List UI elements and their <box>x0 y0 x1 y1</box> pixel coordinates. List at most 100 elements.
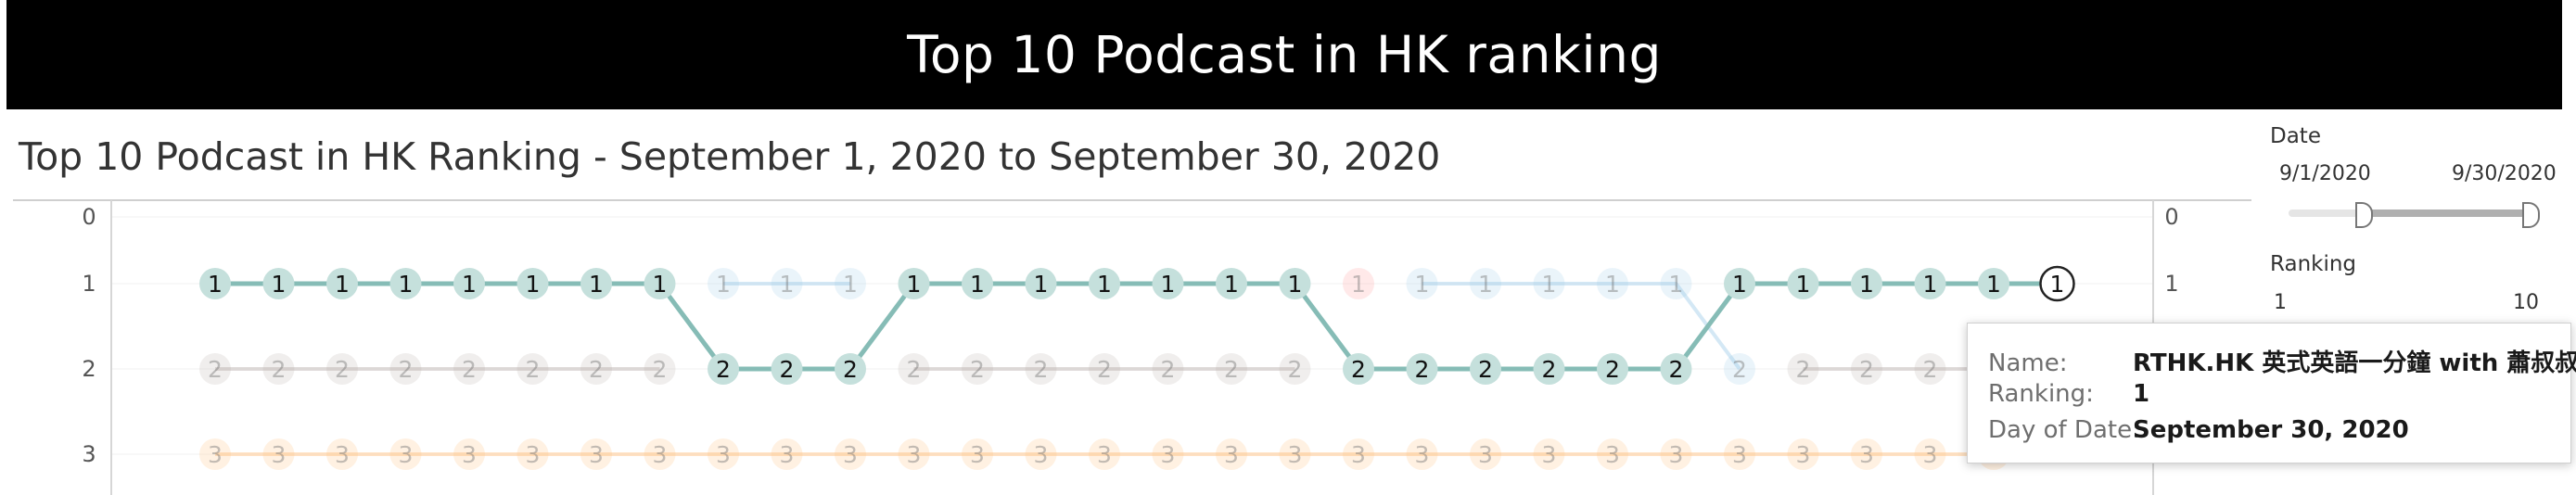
data-point <box>262 438 295 470</box>
date-slider-end-handle[interactable] <box>2522 202 2540 228</box>
series-line <box>1422 282 1741 371</box>
data-point <box>1152 268 1184 299</box>
data-point <box>1724 268 1755 299</box>
data-label: 3 <box>526 441 541 468</box>
data-label: 1 <box>1859 271 1874 298</box>
data-label: 3 <box>1669 441 1684 468</box>
data-label: 2 <box>589 356 604 383</box>
data-point <box>1216 438 1247 470</box>
data-point <box>326 438 358 470</box>
data-label: 1 <box>1796 271 1811 298</box>
data-point <box>1089 438 1120 470</box>
data-label: 3 <box>589 441 604 468</box>
data-label: 3 <box>1288 441 1303 468</box>
data-label: 1 <box>272 271 287 298</box>
data-point <box>1597 268 1628 299</box>
data-label: 2 <box>462 356 477 383</box>
data-label: 3 <box>843 441 858 468</box>
data-label: 2 <box>1034 356 1049 383</box>
data-point <box>1533 353 1565 385</box>
data-label: 2 <box>1542 356 1557 383</box>
data-label: 3 <box>907 441 922 468</box>
data-point <box>644 268 676 299</box>
data-point <box>1660 353 1692 385</box>
data-label: 3 <box>335 441 350 468</box>
data-point <box>199 438 231 470</box>
data-point <box>644 438 676 470</box>
y-axis-tick-right: 1 <box>2164 271 2178 297</box>
data-point <box>1978 268 2009 299</box>
data-label: 2 <box>272 356 287 383</box>
data-point <box>1279 438 1311 470</box>
y-axis-tick-left: 3 <box>82 441 96 467</box>
data-point <box>1279 353 1311 385</box>
data-point <box>1851 268 1882 299</box>
tooltip-ranking-row: Ranking: 1 <box>1988 380 2149 408</box>
data-label: 2 <box>907 356 922 383</box>
data-point <box>708 268 739 299</box>
data-point <box>1660 268 1692 299</box>
data-point <box>962 438 993 470</box>
data-point <box>389 268 422 299</box>
data-point <box>1724 438 1755 470</box>
data-point <box>1660 438 1692 470</box>
data-label: 2 <box>716 356 731 383</box>
ranking-filter-min: 1 <box>2274 291 2287 314</box>
data-point <box>1343 353 1374 385</box>
data-point <box>326 353 358 385</box>
tooltip-name-value: RTHK.HK 英式英語一分鐘 with 蕭叔叔 <box>2133 349 2576 377</box>
data-label: 1 <box>1732 271 1747 298</box>
ranking-line-chart[interactable]: 0 0 1 1 2 2 3 3 1 1 1 1 1 1 1 1 2 2 2 2 2 2 2 2 2 2 2 2 2 2 2 2 2 2 2 2 3 3 3 3… <box>0 0 2253 495</box>
data-point <box>835 268 866 299</box>
ranking-filter-label: Ranking <box>2270 252 2357 276</box>
data-point <box>262 353 295 385</box>
data-point <box>516 268 549 299</box>
data-point <box>962 353 993 385</box>
data-point <box>1724 353 1755 385</box>
data-point <box>326 268 358 299</box>
data-point <box>1216 268 1247 299</box>
data-label: 2 <box>1923 356 1938 383</box>
data-label: 1 <box>1034 271 1049 298</box>
y-axis-tick-left: 2 <box>82 356 96 382</box>
data-label: 3 <box>462 441 477 468</box>
data-point <box>835 438 866 470</box>
data-label: 1 <box>1351 271 1366 298</box>
data-point <box>516 353 549 385</box>
date-slider-start-handle[interactable] <box>2355 202 2373 228</box>
data-label: 2 <box>653 356 668 383</box>
data-point <box>1152 438 1184 470</box>
data-label: 3 <box>1351 441 1366 468</box>
data-point <box>898 268 930 299</box>
data-label: 2 <box>1161 356 1176 383</box>
data-label: 3 <box>1034 441 1049 468</box>
data-point <box>1406 268 1438 299</box>
data-label: 1 <box>716 271 731 298</box>
data-label: 2 <box>1669 356 1684 383</box>
data-label: 2 <box>1732 356 1747 383</box>
data-label: 1 <box>1415 271 1430 298</box>
date-slider-range[interactable] <box>2362 209 2533 217</box>
data-label: 1 <box>526 271 541 298</box>
data-label: 3 <box>1415 441 1430 468</box>
data-point <box>580 353 612 385</box>
data-label: 2 <box>780 356 795 383</box>
data-point <box>771 268 803 299</box>
data-point <box>1914 268 1946 299</box>
data-point <box>1089 268 1120 299</box>
data-label: 3 <box>1224 441 1239 468</box>
data-label: 3 <box>1478 441 1493 468</box>
data-label: 2 <box>1605 356 1620 383</box>
dashboard-title: Top 10 Podcast in HK ranking <box>907 25 1662 84</box>
data-point <box>1025 353 1057 385</box>
data-point <box>389 353 422 385</box>
data-label: 2 <box>1415 356 1430 383</box>
data-point <box>453 268 485 299</box>
date-filter-end: 9/30/2020 <box>2452 162 2557 185</box>
data-point <box>1216 353 1247 385</box>
data-point <box>898 353 930 385</box>
data-point <box>199 268 231 299</box>
data-label: 2 <box>1478 356 1493 383</box>
chart-title: Top 10 Podcast in HK Ranking - September… <box>19 134 1441 179</box>
data-point <box>1787 438 1819 470</box>
